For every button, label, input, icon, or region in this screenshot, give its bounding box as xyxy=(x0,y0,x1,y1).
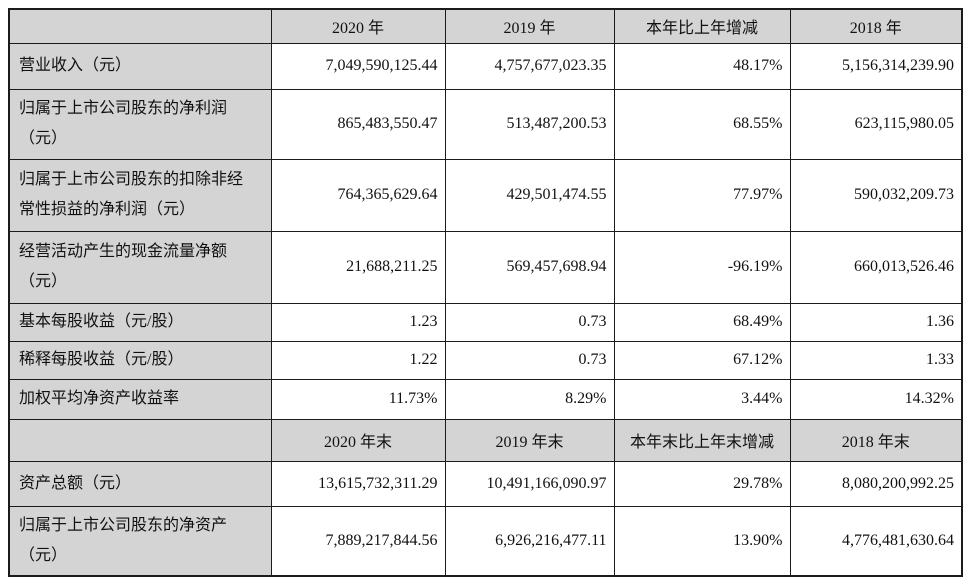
cell-change: 29.78% xyxy=(613,460,791,507)
corner-cell xyxy=(8,8,272,44)
cell-2019: 10,491,166,090.97 xyxy=(444,460,615,507)
financial-summary-table: 2020 年 2019 年 本年比上年增减 2018 年 营业收入（元） 7,0… xyxy=(8,8,963,577)
cell-2020: 11.73% xyxy=(270,378,446,420)
row-label: 资产总额（元） xyxy=(8,460,272,507)
row-label: 经营活动产生的现金流量净额（元） xyxy=(8,230,272,304)
corner-cell xyxy=(8,418,272,462)
cell-2018: 623,115,980.05 xyxy=(789,88,963,160)
cell-2019: 8.29% xyxy=(444,378,615,420)
cell-2019: 0.73 xyxy=(444,340,615,380)
table-row-total-assets: 资产总额（元） 13,615,732,311.29 10,491,166,090… xyxy=(8,460,963,507)
table-row-net-profit: 归属于上市公司股东的净利润（元） 865,483,550.47 513,487,… xyxy=(8,88,963,160)
cell-2019: 4,757,677,023.35 xyxy=(444,42,615,90)
cell-2019: 6,926,216,477.11 xyxy=(444,505,615,577)
cell-2019: 429,501,474.55 xyxy=(444,158,615,232)
cell-2018: 5,156,314,239.90 xyxy=(789,42,963,90)
header-row-year-end: 2020 年末 2019 年末 本年末比上年末增减 2018 年末 xyxy=(8,418,963,462)
header-2020-end: 2020 年末 xyxy=(270,418,446,462)
cell-2020: 1.22 xyxy=(270,340,446,380)
table-row-net-profit-deducted: 归属于上市公司股东的扣除非经常性损益的净利润（元） 764,365,629.64… xyxy=(8,158,963,232)
header-row-annual: 2020 年 2019 年 本年比上年增减 2018 年 xyxy=(8,8,963,44)
cell-2018: 8,080,200,992.25 xyxy=(789,460,963,507)
header-2018-end: 2018 年末 xyxy=(789,418,963,462)
row-label: 归属于上市公司股东的净资产（元） xyxy=(8,505,272,577)
cell-2020: 13,615,732,311.29 xyxy=(270,460,446,507)
cell-change: 67.12% xyxy=(613,340,791,380)
cell-change: -96.19% xyxy=(613,230,791,304)
cell-2018: 660,013,526.46 xyxy=(789,230,963,304)
header-2018: 2018 年 xyxy=(789,8,963,44)
cell-2019: 0.73 xyxy=(444,302,615,342)
cell-2020: 7,889,217,844.56 xyxy=(270,505,446,577)
row-label: 稀释每股收益（元/股） xyxy=(8,340,272,380)
row-label: 营业收入（元） xyxy=(8,42,272,90)
cell-2018: 14.32% xyxy=(789,378,963,420)
table-row-diluted-eps: 稀释每股收益（元/股） 1.22 0.73 67.12% 1.33 xyxy=(8,340,963,380)
cell-2019: 569,457,698.94 xyxy=(444,230,615,304)
cell-change: 68.49% xyxy=(613,302,791,342)
cell-2018: 4,776,481,630.64 xyxy=(789,505,963,577)
cell-change: 48.17% xyxy=(613,42,791,90)
table-row-net-assets: 归属于上市公司股东的净资产（元） 7,889,217,844.56 6,926,… xyxy=(8,505,963,577)
cell-2020: 764,365,629.64 xyxy=(270,158,446,232)
cell-2020: 21,688,211.25 xyxy=(270,230,446,304)
header-2019: 2019 年 xyxy=(444,8,615,44)
table-row-revenue: 营业收入（元） 7,049,590,125.44 4,757,677,023.3… xyxy=(8,42,963,90)
cell-change: 3.44% xyxy=(613,378,791,420)
row-label: 基本每股收益（元/股） xyxy=(8,302,272,342)
row-label: 加权平均净资产收益率 xyxy=(8,378,272,420)
row-label: 归属于上市公司股东的扣除非经常性损益的净利润（元） xyxy=(8,158,272,232)
cell-2018: 1.36 xyxy=(789,302,963,342)
header-year-end-change: 本年末比上年末增减 xyxy=(613,418,791,462)
cell-change: 77.97% xyxy=(613,158,791,232)
cell-change: 68.55% xyxy=(613,88,791,160)
cell-2020: 865,483,550.47 xyxy=(270,88,446,160)
cell-2018: 1.33 xyxy=(789,340,963,380)
table-row-basic-eps: 基本每股收益（元/股） 1.23 0.73 68.49% 1.36 xyxy=(8,302,963,342)
header-2020: 2020 年 xyxy=(270,8,446,44)
cell-change: 13.90% xyxy=(613,505,791,577)
header-2019-end: 2019 年末 xyxy=(444,418,615,462)
header-yoy-change: 本年比上年增减 xyxy=(613,8,791,44)
row-label: 归属于上市公司股东的净利润（元） xyxy=(8,88,272,160)
table-row-operating-cash-flow: 经营活动产生的现金流量净额（元） 21,688,211.25 569,457,6… xyxy=(8,230,963,304)
cell-2020: 7,049,590,125.44 xyxy=(270,42,446,90)
cell-2019: 513,487,200.53 xyxy=(444,88,615,160)
table-row-weighted-avg-roe: 加权平均净资产收益率 11.73% 8.29% 3.44% 14.32% xyxy=(8,378,963,420)
cell-2020: 1.23 xyxy=(270,302,446,342)
cell-2018: 590,032,209.73 xyxy=(789,158,963,232)
